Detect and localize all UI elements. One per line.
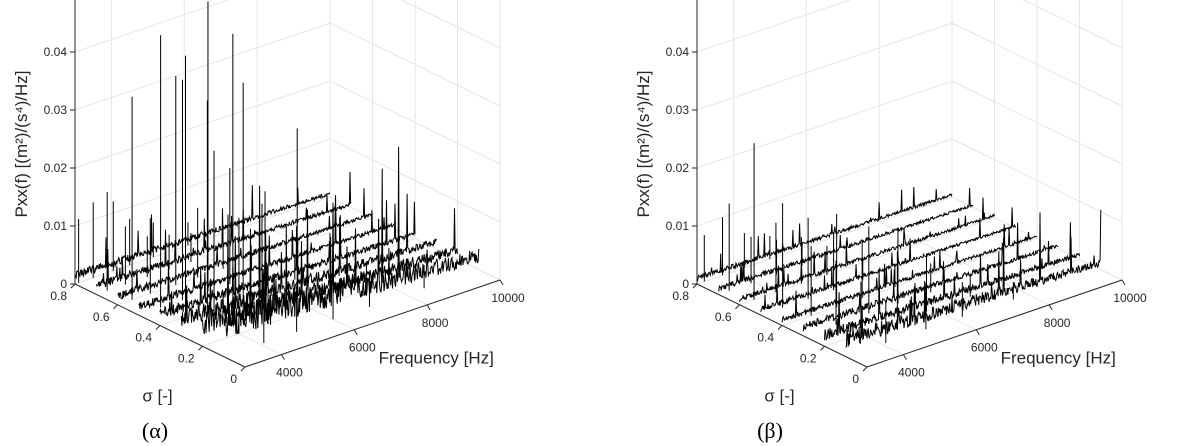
x-tick-label: 6000: [971, 341, 998, 355]
y-tick-mark: [113, 304, 118, 310]
x-tick-mark: [975, 329, 980, 335]
y-tick-mark: [820, 345, 825, 351]
floor-grid-line: [117, 217, 373, 306]
y-tick-label: 0: [230, 372, 237, 386]
spectrum-trace: [159, 200, 416, 317]
panel-alpha: 4000600080001000000.20.40.60.800.010.020…: [12, 0, 525, 443]
backwall-grid-line: [696, 0, 851, 53]
sidewall-grid-line: [329, 80, 501, 165]
spectrum-trace: [845, 209, 1102, 348]
spectrum-trace: [223, 146, 480, 337]
z-tick-label: 0.01: [44, 219, 68, 233]
x-tick-label: 8000: [1044, 316, 1071, 330]
floor-grid-line: [159, 238, 416, 326]
sidewall-grid-line: [951, 196, 1123, 281]
z-tick-label: 0.02: [666, 161, 690, 175]
floor-grid-line: [781, 238, 1038, 326]
x-axis-label: Frequency [Hz]: [379, 349, 494, 368]
y-tick-label: 0.8: [672, 289, 689, 303]
spectrum-trace: [117, 188, 373, 300]
panel-caption: (α): [142, 418, 168, 443]
z-tick-label: 0: [682, 277, 689, 291]
z-tick-label: 0.05: [44, 0, 68, 1]
z-tick-label: 0.03: [666, 103, 690, 117]
spectrum-trace: [781, 224, 1038, 323]
spectrum-trace: [717, 187, 974, 292]
y-tick-mark: [155, 325, 161, 330]
z-tick-label: 0: [60, 277, 67, 291]
spectrum-trace: [760, 207, 1017, 313]
sidewall-grid-line: [329, 196, 501, 281]
y-tick-label: 0.4: [135, 331, 152, 345]
y-tick-mark: [198, 345, 203, 351]
spectrum-trace: [180, 193, 437, 326]
y-tick-label: 0.2: [800, 351, 817, 365]
sidewall-grid-line: [329, 138, 501, 223]
y-axis-label: σ [-]: [142, 386, 172, 405]
x-axis-line: [244, 279, 501, 368]
sidewall-grid-line: [951, 138, 1123, 223]
backwall-grid-line: [74, 80, 331, 169]
y-tick-label: 0.2: [178, 351, 195, 365]
z-axis-label: Pxx(f) [(m²)/(s⁴)/Hz]: [634, 70, 653, 217]
z-tick-label: 0.03: [44, 103, 68, 117]
x-tick-mark: [1048, 304, 1053, 311]
backwall-grid-line: [696, 80, 953, 169]
spectrum-trace: [95, 171, 352, 288]
x-tick-mark: [499, 279, 504, 286]
x-tick-mark: [280, 354, 285, 360]
z-tick-label: 0.02: [44, 161, 68, 175]
y-tick-mark: [777, 325, 783, 330]
x-tick-mark: [353, 329, 358, 335]
sidewall-grid-line: [400, 0, 501, 49]
sidewall-grid-line: [1022, 0, 1123, 49]
x-tick-mark: [1121, 279, 1126, 286]
sidewall-grid-line: [329, 22, 501, 107]
y-tick-label: 0.4: [757, 331, 774, 345]
backwall-grid-line: [74, 0, 229, 53]
x-axis-line: [866, 279, 1123, 368]
x-tick-mark: [426, 304, 431, 311]
x-tick-label: 10000: [1113, 291, 1147, 305]
panel-caption: (β): [757, 418, 783, 443]
y-tick-mark: [862, 366, 868, 372]
y-tick-label: 0: [852, 372, 859, 386]
x-tick-label: 4000: [898, 366, 925, 380]
panel-beta: 4000600080001000000.20.40.60.800.010.020…: [634, 0, 1147, 443]
z-tick-label: 0.04: [666, 45, 690, 59]
x-tick-label: 10000: [491, 291, 525, 305]
z-axis-label: Pxx(f) [(m²)/(s⁴)/Hz]: [12, 70, 31, 217]
x-tick-label: 8000: [422, 316, 449, 330]
spectrum-trace: [739, 197, 995, 302]
spectrum-trace: [74, 185, 331, 280]
backwall-grid-line: [696, 22, 953, 111]
sidewall-grid-line: [951, 80, 1123, 165]
backwall-grid-line: [696, 138, 953, 227]
floor-grid-line: [739, 217, 995, 306]
y-tick-label: 0.6: [715, 310, 732, 324]
y-tick-label: 0.8: [50, 289, 67, 303]
y-tick-label: 0.6: [93, 310, 110, 324]
y-tick-mark: [735, 304, 740, 310]
y-tick-mark: [692, 283, 698, 289]
x-tick-mark: [902, 354, 907, 360]
x-axis-label: Frequency [Hz]: [1001, 349, 1116, 368]
y-tick-mark: [240, 366, 246, 372]
x-tick-label: 4000: [276, 366, 303, 380]
z-tick-label: 0.01: [666, 219, 690, 233]
z-tick-label: 0.05: [666, 0, 690, 1]
y-tick-mark: [70, 283, 76, 289]
spectrum-trace: [696, 186, 953, 282]
y-axis-label: σ [-]: [764, 386, 794, 405]
backwall-grid-line: [74, 22, 331, 111]
backwall-grid-line: [696, 196, 953, 285]
backwall-grid-line: [74, 138, 331, 227]
x-tick-label: 6000: [349, 341, 376, 355]
sidewall-grid-line: [951, 22, 1123, 107]
z-tick-label: 0.04: [44, 45, 68, 59]
